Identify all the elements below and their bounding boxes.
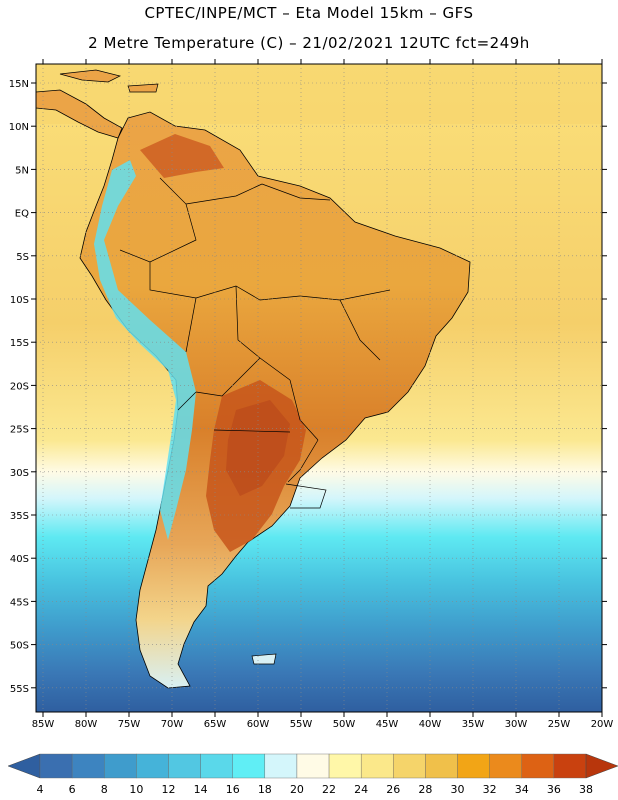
lat-label: 5S <box>16 252 29 263</box>
colorbar-swatch <box>232 753 266 779</box>
colorbar-label: 24 <box>354 783 368 796</box>
andes-cold-band <box>94 160 196 540</box>
colorbar-swatch <box>104 753 137 779</box>
lat-label: 45S <box>10 597 29 608</box>
colorbar: 4 6 8 10 12 14 16 18 20 22 24 26 28 30 32 34 36 38 <box>7 753 618 796</box>
lon-label: 20W <box>591 719 614 730</box>
colorbar-high-arrow <box>585 753 618 779</box>
lon-label: 70W <box>161 719 184 730</box>
colorbar-label: 8 <box>101 783 108 796</box>
colorbar-label: 34 <box>515 783 529 796</box>
colorbar-swatch <box>521 753 555 779</box>
colorbar-label: 18 <box>258 783 272 796</box>
colorbar-swatch <box>457 753 490 779</box>
colorbar-swatch <box>393 753 426 779</box>
lon-label: 45W <box>376 719 399 730</box>
colorbar-swatch <box>168 753 201 779</box>
colorbar-label: 10 <box>129 783 143 796</box>
colorbar-swatch <box>200 753 233 779</box>
colorbar-label: 14 <box>194 783 208 796</box>
lon-label: 80W <box>75 719 98 730</box>
colorbar-swatch <box>71 753 105 779</box>
lat-label: 55S <box>10 684 29 695</box>
colorbar-label: 22 <box>322 783 336 796</box>
lat-label: 15N <box>9 79 29 90</box>
lat-label: 10N <box>9 122 29 133</box>
colorbar-label: 38 <box>579 783 593 796</box>
colorbar-label: 30 <box>451 783 465 796</box>
colorbar-label: 32 <box>483 783 497 796</box>
lat-label: 35S <box>10 511 29 522</box>
title-line-2: 2 Metre Temperature (C) – 21/02/2021 12U… <box>88 34 530 52</box>
colorbar-swatch <box>296 753 330 779</box>
colorbar-swatch <box>553 753 587 779</box>
colorbar-label: 6 <box>69 783 76 796</box>
country-borders <box>119 177 391 509</box>
colorbar-swatch <box>360 753 394 779</box>
lat-label: 40S <box>10 554 29 565</box>
lat-label: 25S <box>10 425 29 436</box>
lat-label: EQ <box>15 209 29 220</box>
lat-label: 15S <box>10 338 29 349</box>
lon-label: 55W <box>290 719 313 730</box>
lat-label: 50S <box>10 641 29 652</box>
lat-label: 10S <box>10 295 29 306</box>
colorbar-swatch <box>328 753 362 779</box>
lon-label: 30W <box>505 719 528 730</box>
colorbar-label: 26 <box>386 783 400 796</box>
lon-label: 75W <box>118 719 141 730</box>
lon-label: 25W <box>548 719 571 730</box>
colorbar-label: 28 <box>418 783 432 796</box>
colorbar-low-arrow <box>7 753 41 779</box>
colorbar-label: 12 <box>161 783 175 796</box>
title-line-1: CPTEC/INPE/MCT – Eta Model 15km – GFS <box>144 4 474 22</box>
colorbar-swatch <box>264 753 298 779</box>
lon-label: 35W <box>462 719 485 730</box>
lat-label: 30S <box>10 468 29 479</box>
lat-label: 20S <box>10 381 29 392</box>
lat-label: 5N <box>15 165 29 176</box>
colorbar-label: 36 <box>547 783 561 796</box>
colorbar-label: 16 <box>226 783 240 796</box>
colorbar-swatch <box>136 753 169 779</box>
colorbar-swatch <box>39 753 73 779</box>
lon-label: 65W <box>204 719 227 730</box>
colorbar-label: 20 <box>290 783 304 796</box>
lon-label: 60W <box>247 719 270 730</box>
colorbar-label: 4 <box>37 783 44 796</box>
colorbar-swatch <box>489 753 522 779</box>
map-frame <box>35 63 603 713</box>
colorbar-swatch <box>425 753 458 779</box>
lon-label: 85W <box>32 719 55 730</box>
lon-label: 40W <box>419 719 442 730</box>
lon-label: 50W <box>333 719 356 730</box>
